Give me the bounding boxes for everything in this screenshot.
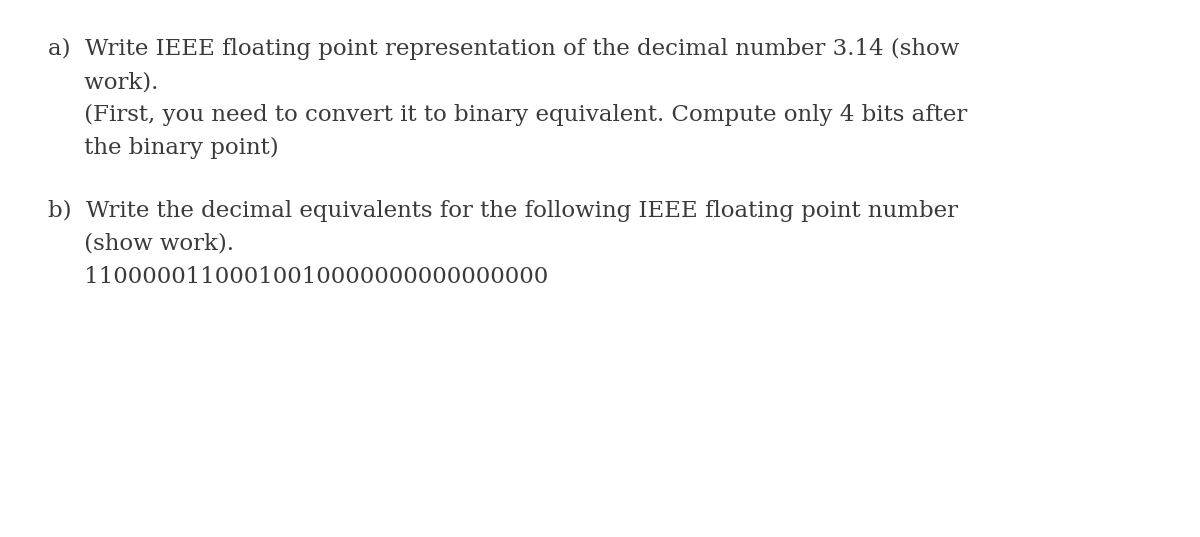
Text: b)  Write the decimal equivalents for the following IEEE floating point number: b) Write the decimal equivalents for the… (48, 200, 958, 222)
Text: work).: work). (48, 71, 158, 93)
Text: (First, you need to convert it to binary equivalent. Compute only 4 bits after: (First, you need to convert it to binary… (48, 104, 967, 126)
Text: the binary point): the binary point) (48, 137, 278, 159)
Text: (show work).: (show work). (48, 233, 234, 255)
Text: 11000001100010010000000000000000: 11000001100010010000000000000000 (48, 266, 548, 288)
Text: a)  Write IEEE floating point representation of the decimal number 3.14 (show: a) Write IEEE floating point representat… (48, 38, 959, 60)
